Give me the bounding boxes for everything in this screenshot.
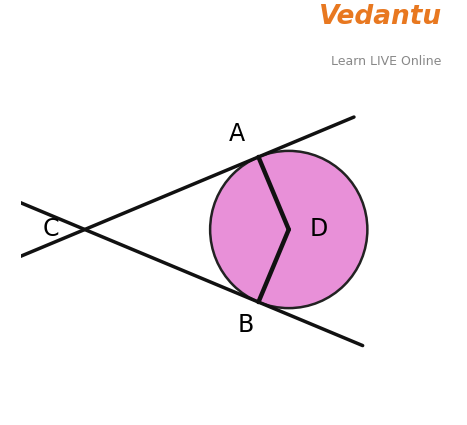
Text: C: C — [42, 218, 59, 241]
Text: Vedantu: Vedantu — [318, 4, 442, 30]
Text: D: D — [309, 218, 328, 241]
Text: B: B — [238, 313, 254, 337]
Text: A: A — [229, 122, 245, 146]
Circle shape — [210, 151, 368, 308]
Text: Learn LIVE Online: Learn LIVE Online — [332, 55, 442, 68]
